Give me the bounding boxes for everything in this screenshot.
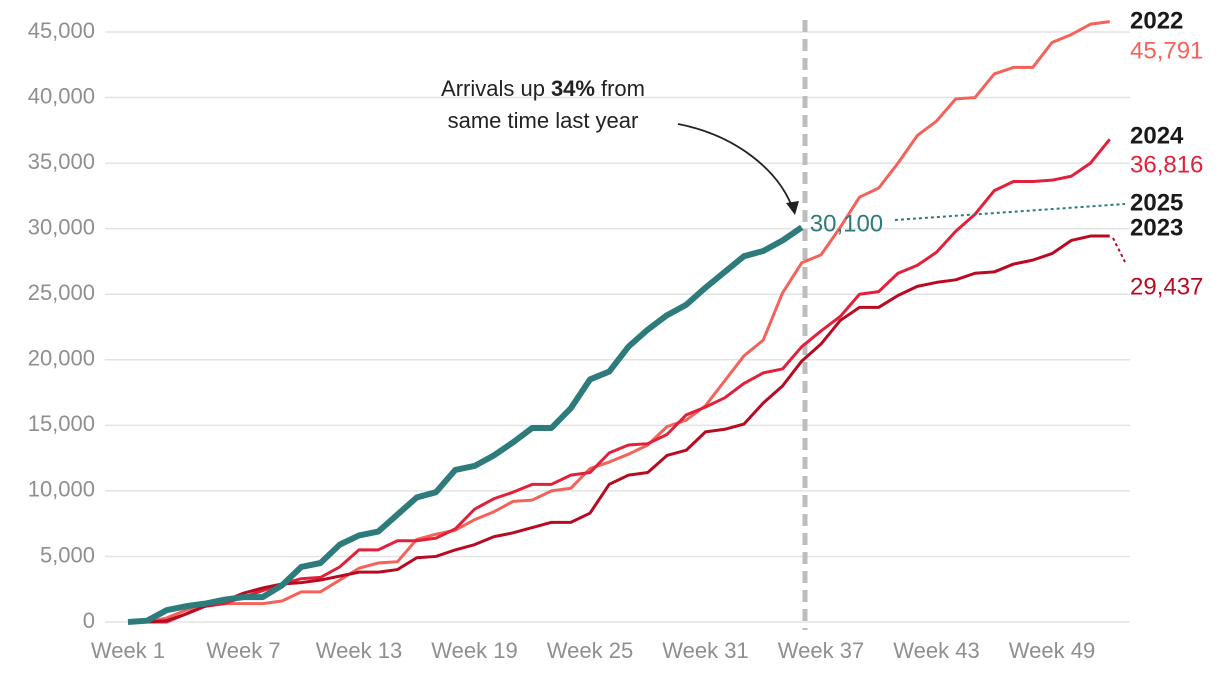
y-tick-label: 15,000 <box>28 411 95 436</box>
value-label: 29,437 <box>1130 273 1203 300</box>
value-label: 30,100 <box>810 211 883 238</box>
annotation: same time last year <box>448 108 639 133</box>
value-label: 45,791 <box>1130 37 1203 64</box>
x-tick-label: Week 31 <box>662 638 748 663</box>
lines <box>127 20 1111 625</box>
leader-line <box>894 203 1126 221</box>
y-tick-label: 40,000 <box>28 83 95 108</box>
y-tick-label: 5,000 <box>40 542 95 567</box>
value-label: 36,816 <box>1130 151 1203 178</box>
annotation-part: from <box>601 76 645 101</box>
x-tick-label: Week 13 <box>316 638 402 663</box>
series-line <box>127 224 804 625</box>
x-tick-label: Week 49 <box>1009 638 1095 663</box>
annotation-part: 34% <box>551 76 595 101</box>
series-line <box>128 20 1110 624</box>
leader-line <box>1112 237 1126 263</box>
annotation-arrow <box>677 123 795 213</box>
series-label: 2023 <box>1130 214 1183 241</box>
x-tick-label: Week 43 <box>893 638 979 663</box>
arrow-head <box>786 201 799 215</box>
y-tick-label: 35,000 <box>28 149 95 174</box>
y-tick-label: 45,000 <box>28 18 95 43</box>
series-line <box>128 138 1111 624</box>
series-label: 2022 <box>1130 7 1183 34</box>
x-tick-label: Week 25 <box>547 638 633 663</box>
y-tick-label: 0 <box>83 608 95 633</box>
series-label: 2024 <box>1130 122 1184 149</box>
y-tick-label: 10,000 <box>28 477 95 502</box>
annotation-part: same time last year <box>448 108 639 133</box>
annotation: Arrivals up 34% from <box>441 76 645 101</box>
x-tick-label: Week 19 <box>431 638 517 663</box>
y-tick-label: 25,000 <box>28 280 95 305</box>
series-label: 2025 <box>1130 189 1183 216</box>
y-tick-label: 30,000 <box>28 214 95 239</box>
series-line <box>128 234 1110 624</box>
grid: 0 5,000 10,000 15,000 20,000 25,000 30,000 35,0… <box>28 18 1130 663</box>
y-tick-label: 20,000 <box>28 346 95 371</box>
x-tick-label: Week 7 <box>206 638 280 663</box>
annotation-part: Arrivals up <box>441 76 545 101</box>
x-tick-label: Week 37 <box>778 638 864 663</box>
x-tick-label: Week 1 <box>91 638 165 663</box>
